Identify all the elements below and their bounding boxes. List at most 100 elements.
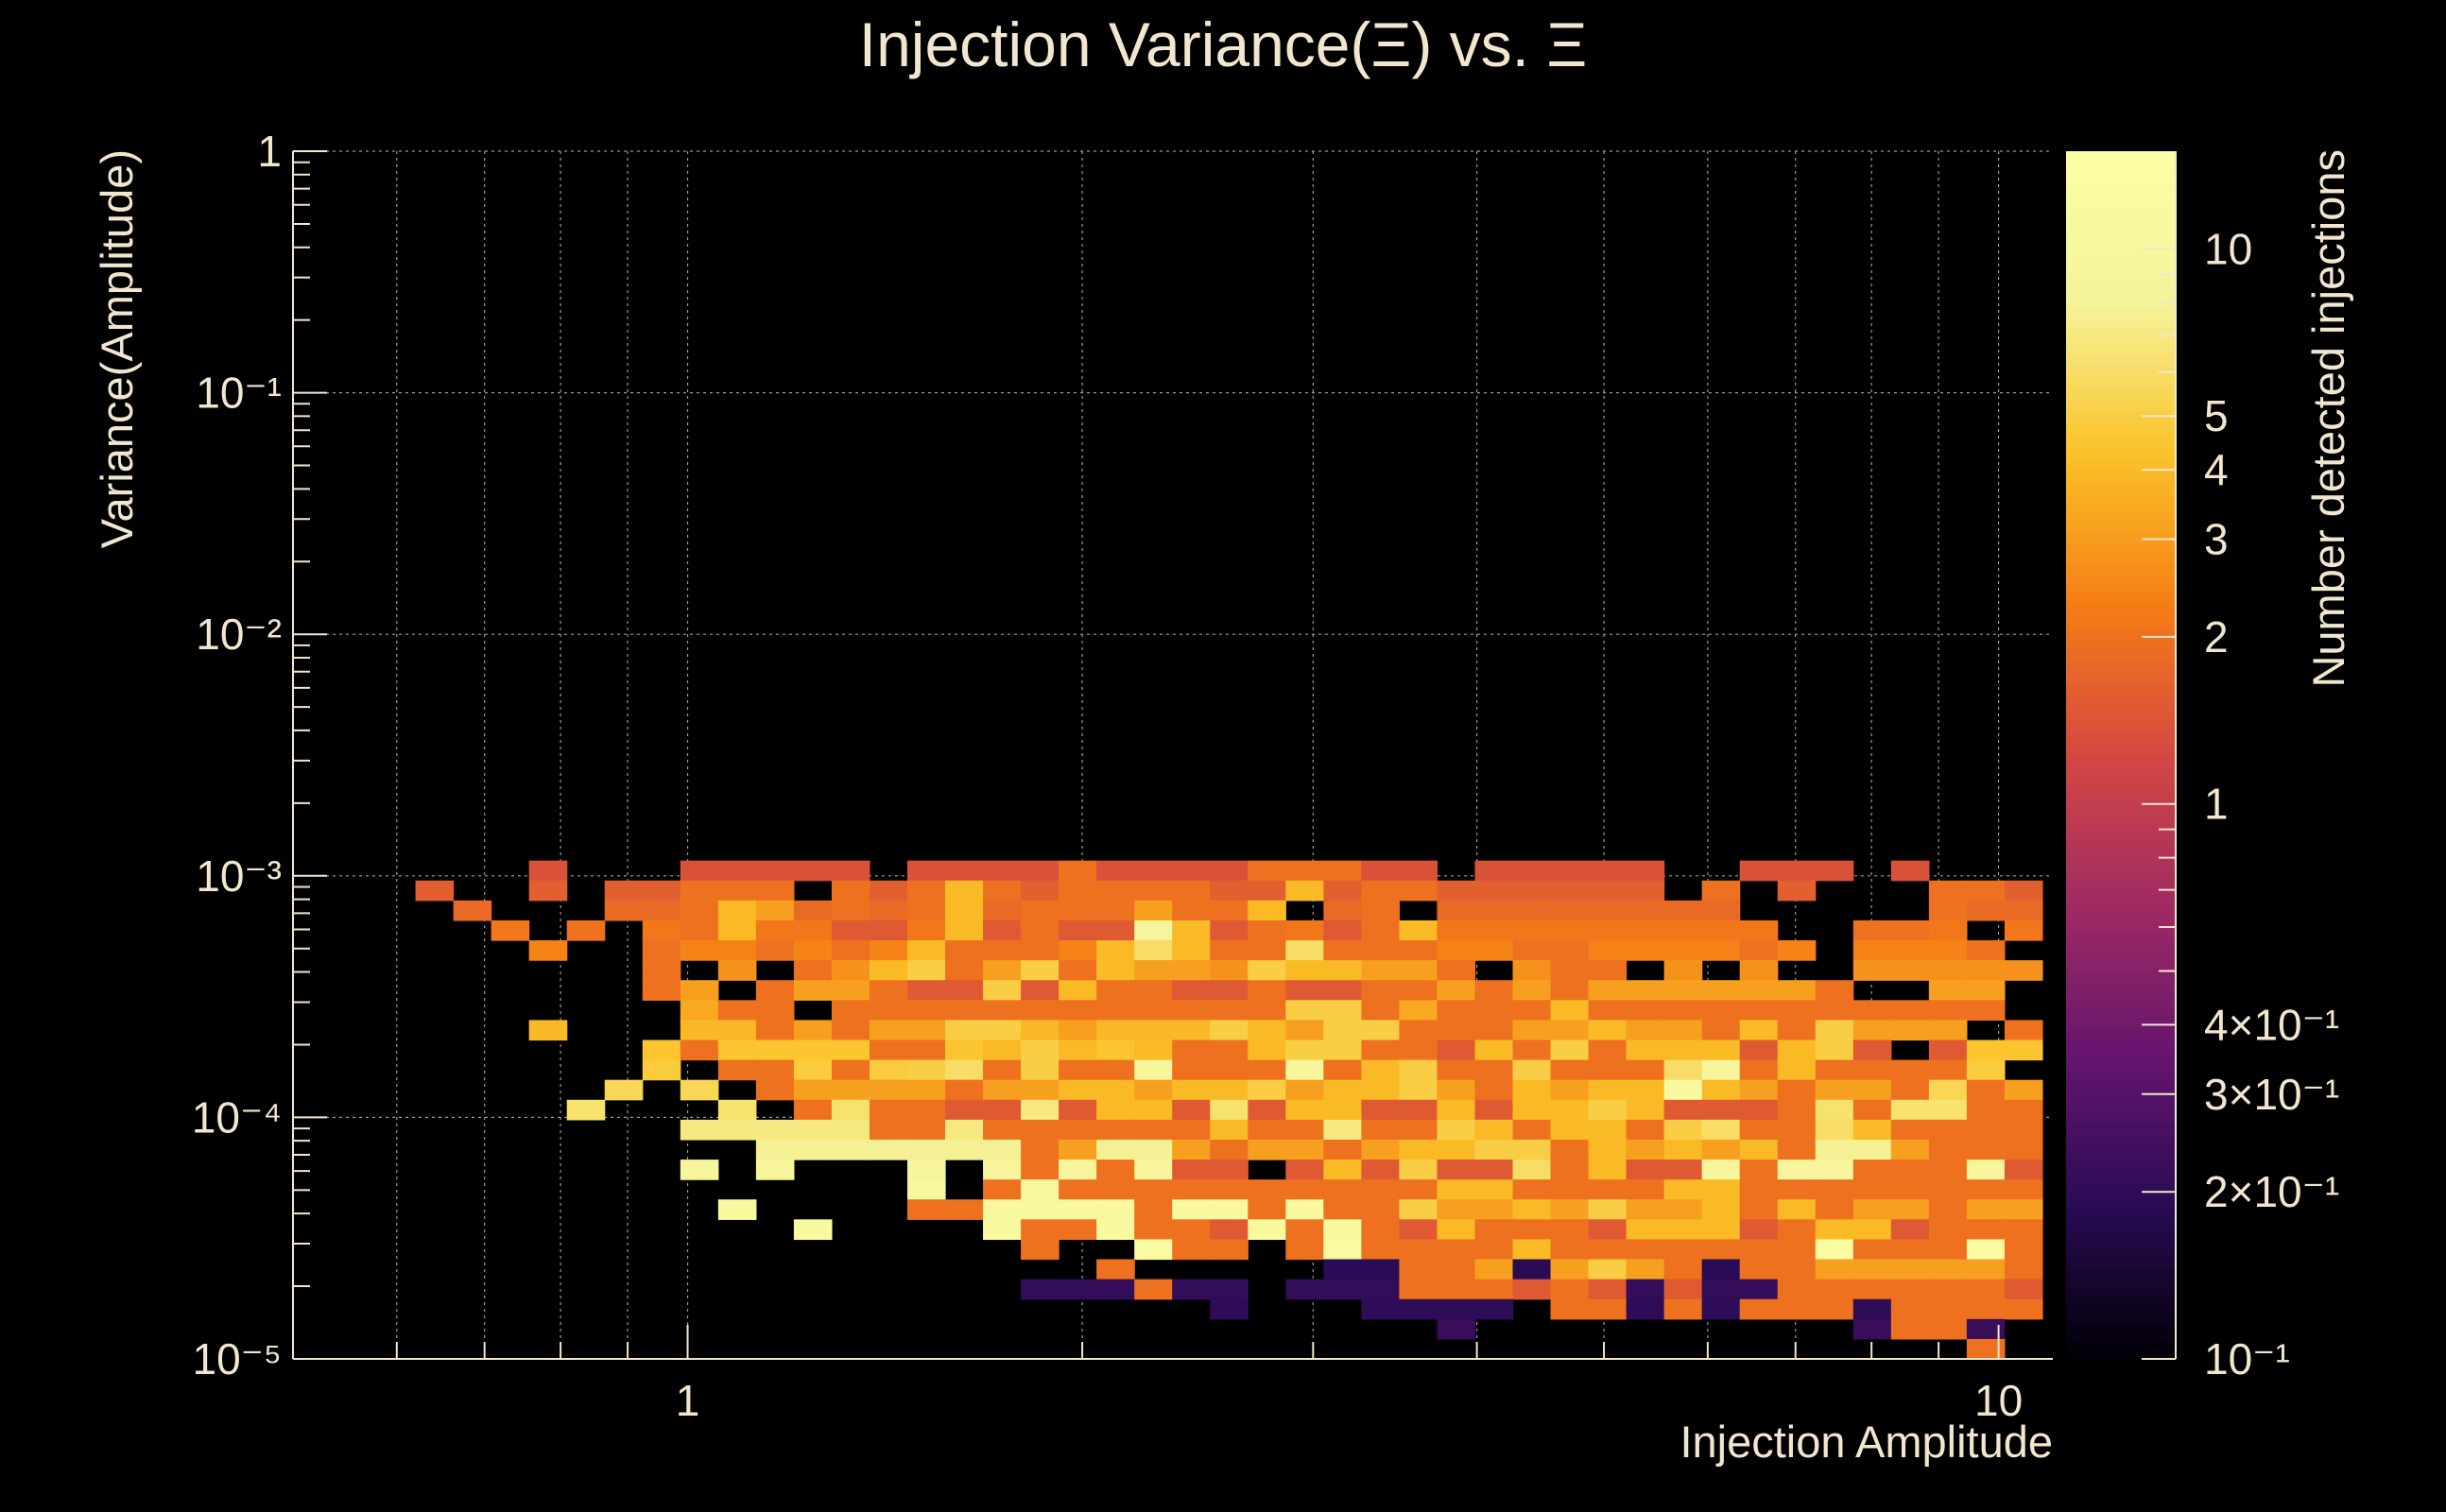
heatmap-cell bbox=[1890, 1318, 1930, 1340]
heatmap-cell bbox=[1512, 1099, 1552, 1121]
heatmap-cell bbox=[1701, 1259, 1741, 1280]
heatmap-cell bbox=[1361, 1279, 1401, 1300]
heatmap-cell bbox=[1248, 1119, 1286, 1141]
colorbar-band bbox=[2066, 996, 2176, 1004]
colorbar-band bbox=[2066, 1352, 2176, 1360]
heatmap-cell bbox=[1323, 860, 1362, 882]
colorbar-band bbox=[2066, 404, 2176, 412]
colorbar-band bbox=[2066, 398, 2176, 406]
heatmap-cell bbox=[755, 919, 795, 941]
heatmap-cell bbox=[906, 1119, 946, 1141]
heatmap-cell bbox=[1512, 980, 1552, 1001]
colorbar-band bbox=[2066, 549, 2176, 557]
heatmap-cell bbox=[1626, 1298, 1665, 1320]
colorbar-tick-label: 10 bbox=[2204, 224, 2252, 273]
heatmap-cell bbox=[1512, 860, 1552, 882]
colorbar-band bbox=[2066, 670, 2176, 678]
colorbar-band bbox=[2066, 350, 2176, 358]
heatmap-cell bbox=[1096, 1099, 1135, 1121]
colorbar-band bbox=[2066, 483, 2176, 490]
heatmap-cell bbox=[415, 880, 455, 902]
colorbar-tick-label: 3 bbox=[2204, 514, 2229, 563]
heatmap-cell bbox=[1815, 1259, 1854, 1280]
heatmap-cell bbox=[1890, 1059, 1930, 1081]
heatmap-cell bbox=[1588, 1179, 1628, 1200]
colorbar-band bbox=[2066, 978, 2176, 986]
heatmap-cell bbox=[1172, 1279, 1211, 1300]
heatmap-cell bbox=[1437, 1119, 1476, 1141]
heatmap-cell bbox=[717, 880, 757, 902]
heatmap-cell bbox=[1626, 1160, 1665, 1180]
heatmap-cell bbox=[793, 960, 833, 981]
heatmap-cell bbox=[1248, 1020, 1286, 1041]
heatmap-cell bbox=[869, 1040, 908, 1061]
colorbar-tick-label: 4×10⁻¹ bbox=[2204, 1000, 2339, 1049]
heatmap-cell bbox=[1210, 1079, 1249, 1101]
heatmap-cell bbox=[1323, 1119, 1362, 1141]
heatmap-cell bbox=[1512, 919, 1552, 941]
heatmap-cell bbox=[983, 960, 1022, 981]
heatmap-cell bbox=[1852, 1298, 1892, 1320]
heatmap-cell bbox=[983, 1099, 1022, 1121]
heatmap-cell bbox=[793, 1119, 833, 1141]
heatmap-cell bbox=[1021, 1160, 1059, 1180]
colorbar-band bbox=[2066, 1044, 2176, 1052]
heatmap-cell bbox=[1437, 1199, 1476, 1220]
axes: 10⁻⁵ 10⁻⁴ 10⁻³ 10⁻² 10⁻¹ 1 1 10 bbox=[192, 127, 2053, 1425]
heatmap-cell bbox=[1966, 1179, 2006, 1200]
heatmap-cell bbox=[1172, 1160, 1211, 1180]
heatmap-cell bbox=[906, 1139, 946, 1160]
colorbar-band bbox=[2066, 1026, 2176, 1034]
heatmap-cell bbox=[1663, 1020, 1703, 1041]
heatmap-cell bbox=[983, 1139, 1022, 1160]
heatmap-cell bbox=[1437, 1040, 1476, 1061]
colorbar-band bbox=[2066, 755, 2176, 763]
heatmap-cell bbox=[1777, 1020, 1817, 1041]
heatmap-cell bbox=[1928, 1160, 1968, 1180]
colorbar-band bbox=[2066, 773, 2176, 781]
heatmap-cell bbox=[1437, 1139, 1476, 1160]
heatmap-cell bbox=[1928, 880, 1968, 902]
heatmap-cell bbox=[1512, 1259, 1552, 1280]
heatmap-cell bbox=[1588, 880, 1628, 902]
colorbar-band bbox=[2066, 864, 2176, 871]
heatmap-cell bbox=[1474, 1298, 1514, 1320]
heatmap-cell bbox=[755, 1000, 795, 1022]
heatmap-cell bbox=[831, 880, 870, 902]
colorbar-band bbox=[2066, 930, 2176, 937]
heatmap-cell bbox=[1172, 880, 1211, 902]
heatmap-cell bbox=[1134, 1279, 1173, 1300]
heatmap-cell bbox=[1852, 1040, 1892, 1061]
heatmap-cell bbox=[1512, 1219, 1552, 1241]
heatmap-cell bbox=[1739, 980, 1779, 1001]
heatmap-cell bbox=[831, 1040, 870, 1061]
heatmap-cell bbox=[755, 1079, 795, 1101]
heatmap-cell bbox=[1399, 1020, 1438, 1041]
heatmap-cell bbox=[1852, 1179, 1892, 1200]
heatmap-cell bbox=[1852, 1239, 1892, 1261]
heatmap-cell bbox=[1663, 960, 1703, 981]
heatmap-cell bbox=[1210, 1160, 1249, 1180]
heatmap-cell bbox=[1550, 1259, 1590, 1280]
colorbar-band bbox=[2066, 761, 2176, 768]
colorbar-band bbox=[2066, 1190, 2176, 1197]
heatmap-cell bbox=[1021, 980, 1059, 1001]
heatmap-cell bbox=[1361, 940, 1401, 961]
colorbar-band bbox=[2066, 495, 2176, 503]
heatmap-cell bbox=[1172, 960, 1211, 981]
heatmap-cell bbox=[642, 1059, 681, 1081]
colorbar-band bbox=[2066, 284, 2176, 291]
colorbar-tick-label: 10⁻¹ bbox=[2204, 1334, 2290, 1383]
heatmap-cell bbox=[1172, 1239, 1211, 1261]
heatmap-cell bbox=[566, 1099, 606, 1121]
heatmap-cell bbox=[642, 960, 681, 981]
heatmap-cell bbox=[1361, 1099, 1401, 1121]
heatmap-cell bbox=[1437, 1279, 1476, 1300]
colorbar-band bbox=[2066, 1249, 2176, 1258]
heatmap-cell bbox=[1248, 1079, 1286, 1101]
heatmap-cell bbox=[1134, 1119, 1173, 1141]
heatmap-cell bbox=[680, 1020, 719, 1041]
colorbar-band bbox=[2066, 453, 2176, 460]
heatmap-cell bbox=[1059, 1139, 1097, 1160]
heatmap-cell bbox=[1852, 1000, 1892, 1022]
